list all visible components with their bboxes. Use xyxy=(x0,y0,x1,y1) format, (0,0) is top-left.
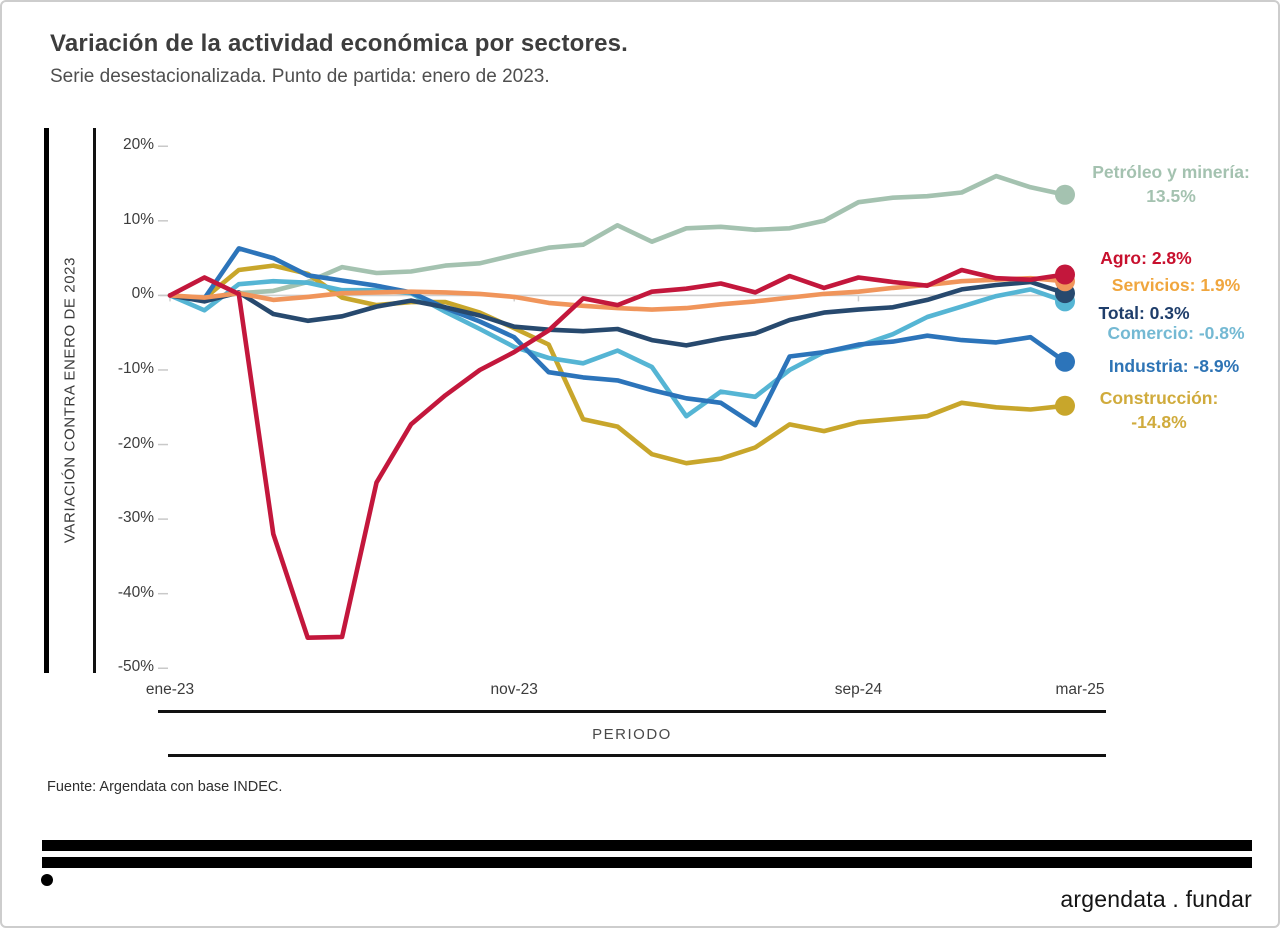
series-endpoint-petroleo xyxy=(1055,184,1075,205)
legend-value: -14.8% xyxy=(1131,412,1187,432)
chart-subtitle: Serie desestacionalizada. Punto de parti… xyxy=(50,66,550,87)
x-axis-rule-bottom xyxy=(168,754,1106,757)
legend-name: Petróleo y minería: xyxy=(1092,162,1250,182)
series-line-agro xyxy=(167,267,1068,641)
x-tick-label: sep-24 xyxy=(834,681,883,698)
legend-label-total: Total: 0.3% xyxy=(1098,303,1190,323)
chart-title: Variación de la actividad económica por … xyxy=(50,30,629,57)
legend-value: 13.5% xyxy=(1146,186,1196,206)
series-line-total xyxy=(167,279,1068,348)
x-axis-title: PERIODO xyxy=(592,726,672,743)
grid-layer xyxy=(158,145,1067,670)
series-endpoint-agro xyxy=(1055,264,1075,285)
legend-label-petroleo: Petróleo y minería: 13.5% xyxy=(1092,160,1250,208)
series-layer xyxy=(167,173,1075,641)
legend-label-comercio: Comercio: -0.8% xyxy=(1107,323,1245,343)
series-line-comercio xyxy=(167,278,1068,419)
x-tick-label: mar-25 xyxy=(1055,681,1105,698)
y-axis-outer-bar xyxy=(44,128,49,673)
y-tick-label: -30% xyxy=(117,509,154,527)
y-tick-label: 0% xyxy=(131,285,154,303)
footer-bar-bottom xyxy=(42,857,1252,868)
x-tick-label: nov-23 xyxy=(490,681,538,698)
footer-bar-top xyxy=(42,840,1252,851)
y-tick-label: -50% xyxy=(117,658,154,676)
x-axis-rule-top xyxy=(158,710,1106,713)
legend-label-servicios: Servicios: 1.9% xyxy=(1111,275,1241,295)
series-endpoint-industria xyxy=(1055,351,1075,372)
y-tick-label: -40% xyxy=(117,583,154,601)
y-tick-label: 10% xyxy=(122,210,154,228)
legend-name: Construcción: xyxy=(1099,388,1219,408)
series-line-industria xyxy=(167,246,1068,428)
y-axis-line xyxy=(93,128,96,673)
brand-logo: argendata . fundar xyxy=(1060,886,1252,912)
source-note: Fuente: Argendata con base INDEC. xyxy=(47,779,283,795)
legend-label-agro: Agro: 2.8% xyxy=(1100,248,1192,268)
series-endpoint-construccion xyxy=(1055,395,1075,416)
legend-label-construccion: Construcción: -14.8% xyxy=(1100,386,1219,434)
series-line-construccion xyxy=(167,263,1068,466)
x-tick-label: ene-23 xyxy=(145,681,195,698)
footer-dot xyxy=(41,874,53,886)
y-tick-label: -20% xyxy=(117,434,154,452)
legend-label-industria: Industria: -8.9% xyxy=(1108,356,1240,376)
y-tick-label: -10% xyxy=(117,359,154,377)
y-tick-label: 20% xyxy=(122,136,154,154)
